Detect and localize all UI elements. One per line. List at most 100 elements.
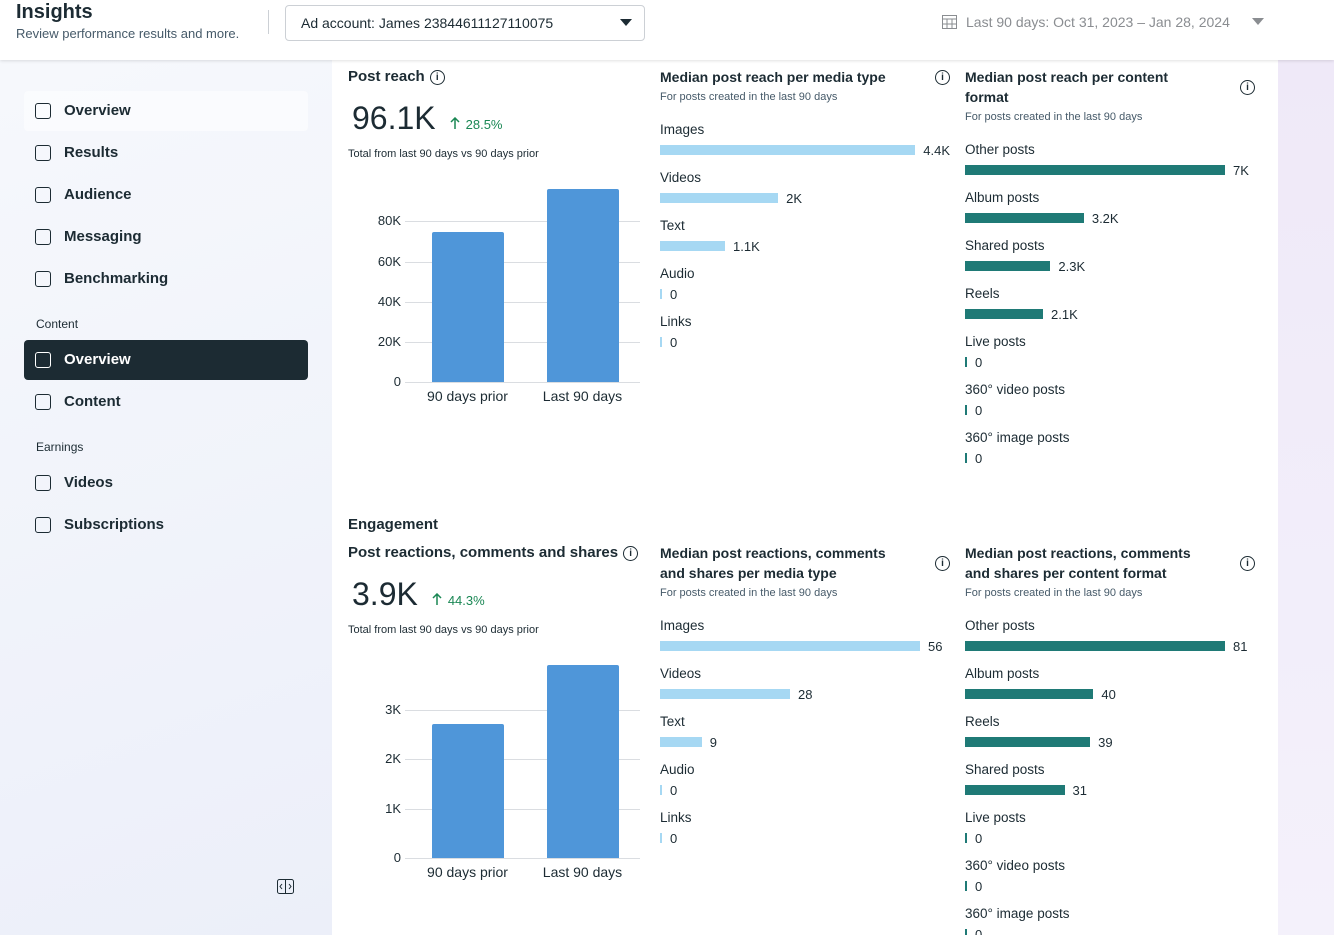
bar-item: Live posts 0 <box>965 807 1255 847</box>
nav-icon <box>35 103 51 119</box>
category-label: Text <box>660 218 685 233</box>
bar-item: 360° image posts 0 <box>965 427 1255 467</box>
card-title-row: Median post reactions, comments and shar… <box>965 543 1255 583</box>
bar-item: Other posts 81 <box>965 615 1255 655</box>
category-label: Live posts <box>965 810 1026 825</box>
nav-item[interactable]: Messaging <box>24 217 308 257</box>
grid-line <box>405 301 640 303</box>
value-label: 56 <box>928 638 943 654</box>
bar <box>965 785 1065 795</box>
nav-item[interactable]: Subscriptions <box>24 505 308 545</box>
category-label: 360° image posts <box>965 430 1070 445</box>
bar <box>965 453 967 463</box>
category-label: Shared posts <box>965 762 1045 777</box>
metric-note: Total from last 90 days vs 90 days prior <box>348 148 539 160</box>
nav-item[interactable]: Benchmarking <box>24 259 308 299</box>
collapse-toggle[interactable] <box>277 879 295 895</box>
y-tick-label: 3K <box>385 701 401 717</box>
bar <box>546 665 619 858</box>
grid-line <box>405 261 640 263</box>
page-subtitle: Review performance results and more. <box>16 26 240 41</box>
bar <box>965 309 1043 319</box>
value-label: 0 <box>975 878 983 894</box>
bar <box>965 641 1225 651</box>
nav-label: Overview <box>64 351 131 368</box>
bar-item: Live posts 0 <box>965 331 1255 371</box>
category-label: Live posts <box>965 334 1026 349</box>
metric-change: 44.3% <box>447 593 485 608</box>
nav-item[interactable]: Content <box>24 382 308 422</box>
grid-line <box>405 808 640 810</box>
category-label: Shared posts <box>965 238 1045 253</box>
category-label: Links <box>660 314 692 329</box>
value-label: 1.1K <box>733 238 760 254</box>
bar-item: Text 9 <box>660 711 950 751</box>
value-label: 31 <box>1072 782 1087 798</box>
account-dropdown[interactable]: Ad account: James 23844611127110075 <box>285 5 645 41</box>
card-title: Median post reach per media type <box>660 69 886 85</box>
bar <box>546 189 619 382</box>
bar-item: Audio 0 <box>660 263 950 303</box>
bar-item: Links 0 <box>660 807 950 847</box>
card-title-row: Median post reach per media type i <box>660 67 950 87</box>
metric-value: 96.1K <box>352 100 436 136</box>
bar-row: 0 <box>965 449 1255 467</box>
category-label: 360° image posts <box>965 906 1070 921</box>
nav-icon <box>35 517 51 533</box>
nav-item[interactable]: Overview <box>24 340 308 380</box>
value-label: 40 <box>1101 686 1116 702</box>
value-label: 0 <box>670 782 678 798</box>
up-arrow <box>432 593 442 605</box>
card-title-row: Median post reach per content format i <box>965 67 1255 107</box>
y-tick-label: 40K <box>377 293 401 309</box>
bar <box>660 641 920 651</box>
bar-item: Images 56 <box>660 615 950 655</box>
section-title: Engagement <box>348 516 439 533</box>
value-label: 0 <box>975 450 983 466</box>
nav-item[interactable]: Results <box>24 133 308 173</box>
value-label: 3.2K <box>1091 210 1119 226</box>
right-strip <box>1278 60 1334 935</box>
grid-line <box>405 341 640 343</box>
card-title: Median post reach per content format <box>965 69 1169 105</box>
x-tick-label: 90 days prior <box>427 864 508 880</box>
card-title: Median post reactions, comments and shar… <box>660 545 886 581</box>
summary-card: Post reach i 96.1K 28.5% Total from last 90 … <box>348 66 648 416</box>
bar <box>965 689 1094 699</box>
info-icon: i <box>429 69 445 85</box>
bar-list: Other posts 81 Album posts 40 Reels 39 Shared … <box>965 615 1255 935</box>
y-tick-label: 0 <box>393 850 401 865</box>
y-tick-label: 80K <box>377 213 401 229</box>
x-tick-label: 90 days prior <box>427 388 508 404</box>
nav-item[interactable]: Overview <box>24 91 308 131</box>
info-icon: i <box>1240 555 1255 571</box>
bar <box>965 881 967 891</box>
nav-item[interactable]: Videos <box>24 463 308 503</box>
value-label: 2.3K <box>1058 258 1086 274</box>
card-title-row: Post reach i <box>348 66 648 88</box>
card-subtitle: For posts created in the last 90 days <box>660 587 838 599</box>
category-label: Album posts <box>965 666 1040 681</box>
value-label: 39 <box>1098 734 1113 750</box>
card-title: Post reactions, comments and shares <box>348 544 619 561</box>
card-subtitle: For posts created in the last 90 days <box>965 587 1143 599</box>
bar <box>660 145 916 155</box>
category-label: Videos <box>660 666 702 681</box>
bar-item: Text 1.1K <box>660 215 950 255</box>
bar-row: 3.2K <box>965 209 1255 227</box>
bar-row: 7K <box>965 161 1255 179</box>
grid-line <box>405 382 640 383</box>
card-title-row: Median post reactions, comments and shar… <box>660 543 950 583</box>
nav-label: Overview <box>64 102 131 119</box>
bar-item: Shared posts 2.3K <box>965 235 1255 275</box>
nav-item[interactable]: Audience <box>24 175 308 215</box>
bar-item: Reels 39 <box>965 711 1255 751</box>
grid-line <box>405 709 640 711</box>
caret <box>1252 18 1264 25</box>
value-label: 0 <box>975 354 983 370</box>
category-label: Other posts <box>965 618 1035 633</box>
card-subtitle: For posts created in the last 90 days <box>965 111 1143 123</box>
metric-row: 3.9K 44.3% <box>348 574 648 614</box>
bar <box>431 724 504 858</box>
